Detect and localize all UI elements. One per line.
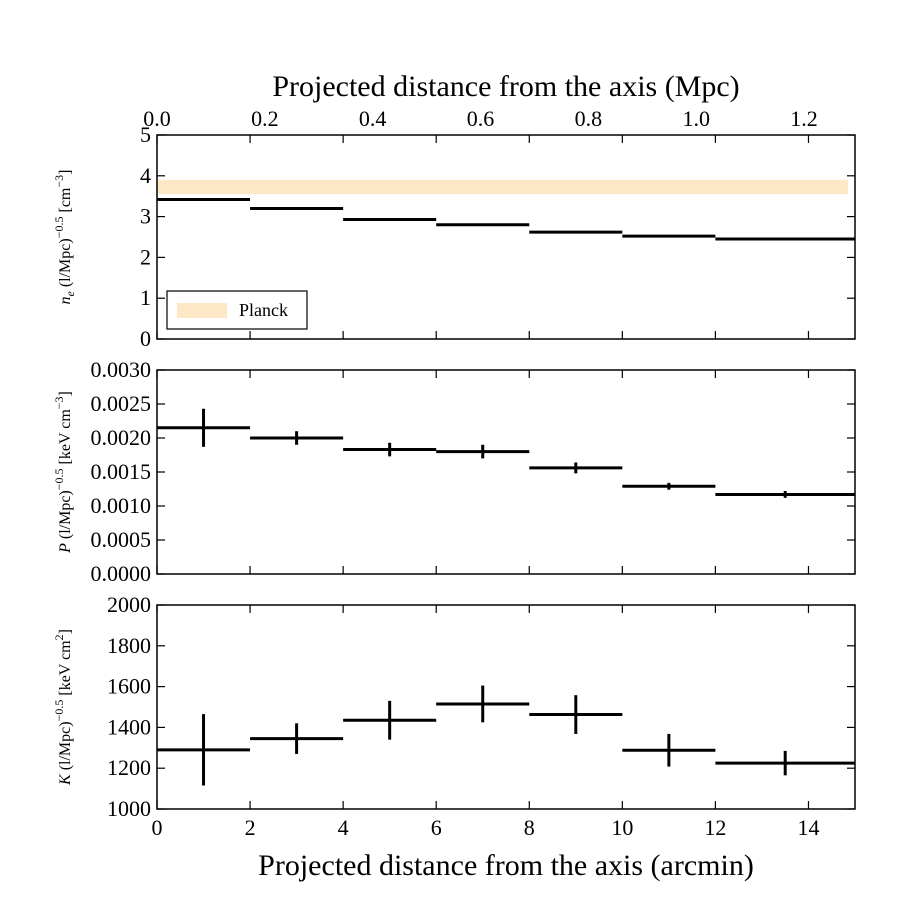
ytick-label-K-4: 1800 bbox=[107, 633, 151, 658]
ytick-label-P-5: 0.0025 bbox=[91, 391, 152, 416]
ytick-label-P-4: 0.0020 bbox=[91, 425, 152, 450]
ytick-label-K-1: 1200 bbox=[107, 755, 151, 780]
top-tick-label-6: 1.2 bbox=[790, 106, 818, 131]
ylabel-K: K (l/Mpc)−0.5 [keV cm2] bbox=[52, 629, 74, 786]
top-tick-label-1: 0.2 bbox=[251, 106, 279, 131]
panel-frame bbox=[156, 369, 856, 575]
ytick-label-ne-0: 0 bbox=[140, 326, 151, 351]
xtick-label-5: 10 bbox=[611, 815, 633, 840]
xtick-label-2: 4 bbox=[338, 815, 349, 840]
xtick-label-1: 2 bbox=[245, 815, 256, 840]
xtick-label-3: 6 bbox=[431, 815, 442, 840]
ytick-label-P-3: 0.0015 bbox=[91, 459, 152, 484]
top-tick-label-5: 1.0 bbox=[682, 106, 710, 131]
ytick-label-P-0: 0.0000 bbox=[91, 561, 152, 586]
ytick-label-ne-3: 3 bbox=[140, 204, 151, 229]
panel-frame bbox=[156, 604, 856, 810]
panel-P: 0.0000 0.0005 0.0010 0.0015 0.0020 0.0025 0.00… bbox=[52, 357, 856, 586]
ytick-label-ne-5: 5 bbox=[140, 122, 151, 147]
legend-swatch bbox=[177, 303, 227, 318]
panel-K: 1000 1200 1400 1600 1800 2000 K (l/Mpc)−0.5 [k… bbox=[52, 592, 856, 840]
ytick-label-P-1: 0.0005 bbox=[91, 527, 152, 552]
top-tick-label-4: 0.8 bbox=[575, 106, 603, 131]
top-tick-label-3: 0.6 bbox=[467, 106, 495, 131]
bottom-axis-title: Projected distance from the axis (arcmin… bbox=[258, 849, 754, 882]
xtick-label-7: 14 bbox=[797, 815, 819, 840]
top-tick-label-0: 0.0 bbox=[143, 106, 171, 131]
ylabel-ne: ne (l/Mpc)−0.5 [cm−3] bbox=[52, 170, 77, 305]
panel-ne: 0 1 2 3 4 5 ne (l/Mpc)−0.5 [cm−3] Planck 0.0 0.2 0… bbox=[52, 106, 856, 351]
ytick-label-P-2: 0.0010 bbox=[91, 493, 152, 518]
ytick-label-K-2: 1400 bbox=[107, 714, 151, 739]
xtick-label-4: 8 bbox=[524, 815, 535, 840]
top-axis-title: Projected distance from the axis (Mpc) bbox=[272, 70, 739, 103]
ytick-label-ne-2: 2 bbox=[140, 244, 151, 269]
ytick-label-K-5: 2000 bbox=[107, 592, 151, 617]
ytick-label-K-0: 1000 bbox=[107, 796, 151, 821]
legend-label: Planck bbox=[239, 300, 288, 320]
xtick-label-0: 0 bbox=[152, 815, 163, 840]
ytick-label-K-3: 1600 bbox=[107, 674, 151, 699]
ytick-label-ne-4: 4 bbox=[140, 163, 151, 188]
xtick-label-6: 12 bbox=[704, 815, 726, 840]
ytick-label-ne-1: 1 bbox=[140, 285, 151, 310]
ytick-label-P-6: 0.0030 bbox=[91, 357, 152, 382]
panel-frame bbox=[156, 134, 856, 340]
top-tick-label-2: 0.4 bbox=[359, 106, 387, 131]
planck-band bbox=[157, 179, 849, 195]
ylabel-P: P (l/Mpc)−0.5 [keV cm−3] bbox=[52, 391, 74, 554]
